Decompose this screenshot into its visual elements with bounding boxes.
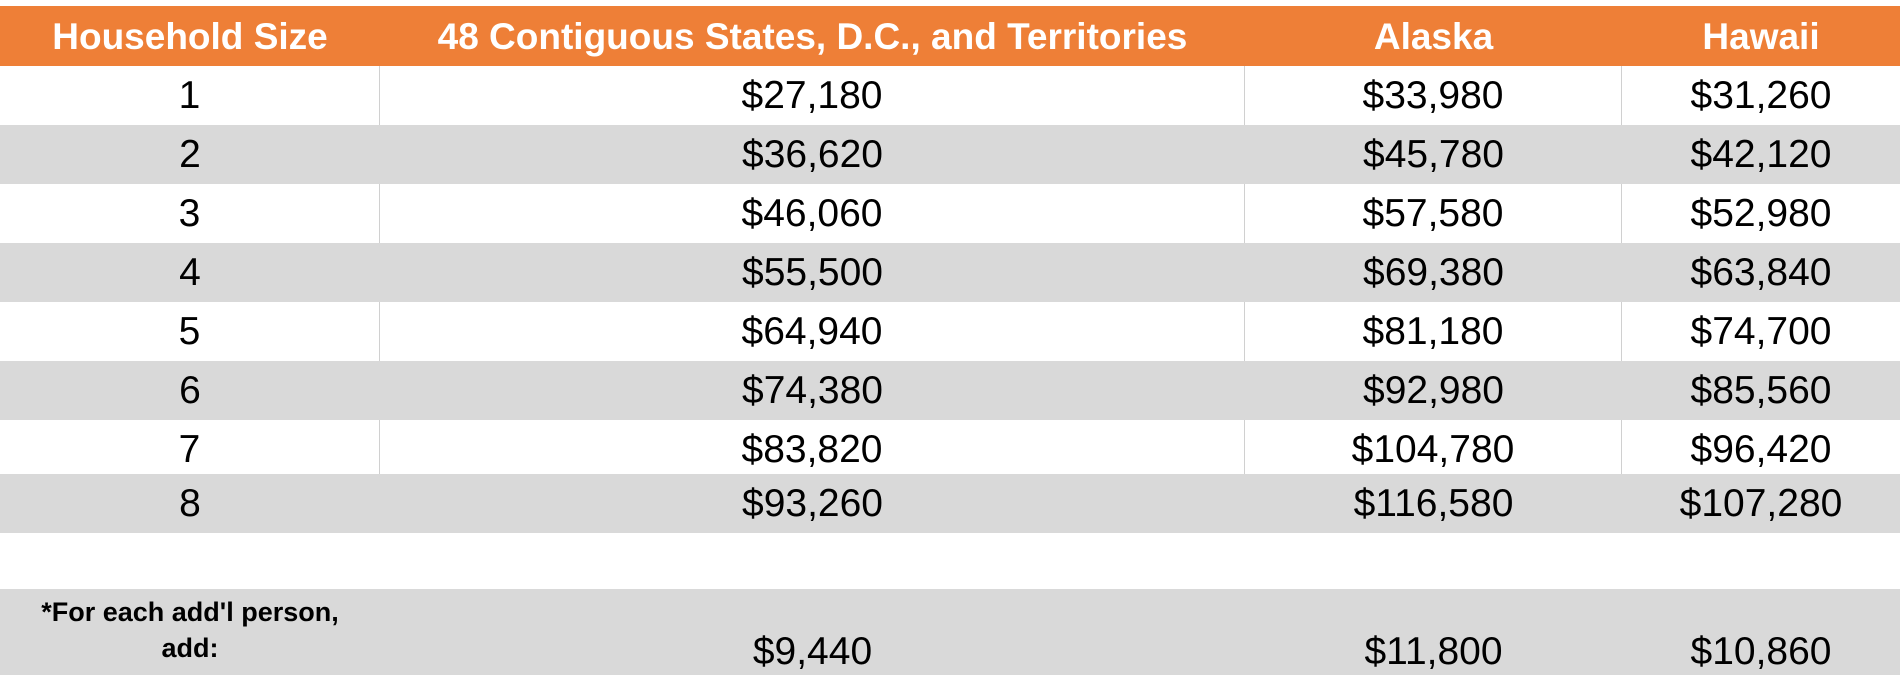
household-size-cell: 4 — [179, 250, 201, 294]
additional-person-note-line2: add: — [161, 633, 219, 663]
hawaii-value-cell: $96,420 — [1690, 427, 1832, 471]
household-size-cell: 1 — [0, 66, 380, 125]
hawaii-value-cell: $85,560 — [1690, 368, 1832, 412]
header-contiguous-states: 48 Contiguous States, D.C., and Territor… — [437, 16, 1188, 57]
contiguous-value-cell: $93,260 — [742, 481, 883, 525]
alaska-value-cell: $69,380 — [1363, 250, 1504, 294]
table-row: 5 $64,940 $81,180 $74,700 — [0, 302, 1900, 361]
additional-person-note-line1: *For each add'l person, — [41, 597, 339, 627]
hawaii-value-cell: $52,980 — [1690, 191, 1832, 235]
table-row: 4 $55,500 $69,380 $63,840 — [0, 243, 1900, 302]
spacer-row — [0, 533, 1900, 589]
alaska-value-cell: $116,580 — [1353, 481, 1514, 525]
contiguous-value-cell: $36,620 — [742, 132, 883, 176]
additional-contiguous-value: $9,440 — [752, 630, 873, 673]
hawaii-value-cell: $31,260 — [1690, 73, 1832, 117]
contiguous-value-cell: $64,940 — [380, 302, 1245, 361]
household-size-cell: 6 — [179, 368, 201, 412]
alaska-value-cell: $45,780 — [1363, 132, 1504, 176]
table-row: 7 $83,820 $104,780 $96,420 — [0, 420, 1900, 479]
hawaii-value-cell: $74,700 — [1690, 309, 1832, 353]
hawaii-value-cell: $107,280 — [1679, 481, 1843, 525]
table-row: 6 $74,380 $92,980 $85,560 — [0, 361, 1900, 420]
alaska-value-cell: $57,580 — [1245, 184, 1622, 243]
additional-alaska-value: $11,800 — [1364, 630, 1503, 673]
table-row: 8 $93,260 $116,580 $107,280 — [0, 474, 1900, 533]
alaska-value-cell: $81,180 — [1245, 302, 1622, 361]
household-size-cell: 5 — [0, 302, 380, 361]
household-size-cell: 8 — [179, 481, 201, 525]
additional-person-note: *For each add'l person, add: — [0, 589, 380, 675]
contiguous-value-cell: $55,500 — [742, 250, 883, 294]
contiguous-value-cell: $74,380 — [742, 368, 883, 412]
hawaii-value-cell: $63,840 — [1690, 250, 1832, 294]
header-alaska: Alaska — [1373, 16, 1494, 57]
alaska-value-cell: $92,980 — [1363, 368, 1504, 412]
contiguous-value-cell: $83,820 — [380, 420, 1245, 479]
header-hawaii: Hawaii — [1702, 16, 1820, 57]
household-size-cell: 3 — [0, 184, 380, 243]
alaska-value-cell: $33,980 — [1245, 66, 1622, 125]
contiguous-value-cell: $46,060 — [380, 184, 1245, 243]
hawaii-value-cell: $42,120 — [1690, 132, 1832, 176]
contiguous-value-cell: $27,180 — [380, 66, 1245, 125]
table-row: 3 $46,060 $57,580 $52,980 — [0, 184, 1900, 243]
table-row: 2 $36,620 $45,780 $42,120 — [0, 125, 1900, 184]
alaska-value-cell: $104,780 — [1245, 420, 1622, 479]
household-size-cell: 7 — [0, 420, 380, 479]
header-household-size: Household Size — [52, 16, 328, 57]
table-row: 1 $27,180 $33,980 $31,260 — [0, 66, 1900, 125]
additional-hawaii-value: $10,860 — [1690, 630, 1832, 673]
household-size-cell: 2 — [179, 132, 201, 176]
table-header-row: Household Size 48 Contiguous States, D.C… — [0, 6, 1900, 66]
additional-person-row: *For each add'l person, add: $9,440 $11,… — [0, 589, 1900, 675]
